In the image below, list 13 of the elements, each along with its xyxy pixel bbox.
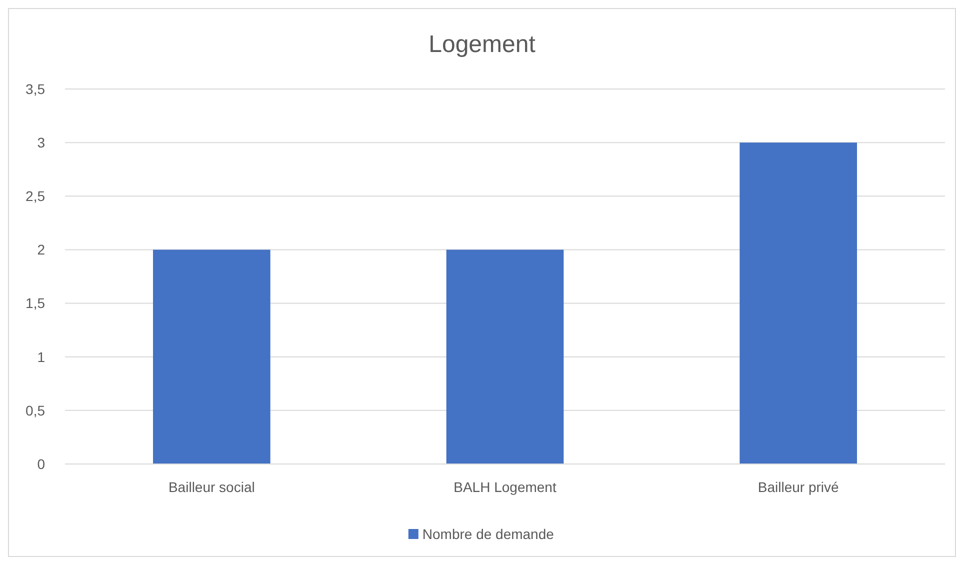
x-tick-label: BALH Logement — [454, 479, 556, 495]
y-tick-label: 3,5 — [26, 80, 46, 97]
y-tick-label: 2 — [37, 242, 46, 258]
x-tick-label: Bailleur privé — [758, 479, 839, 495]
chart-title: Logement — [428, 31, 536, 58]
y-tick-label: 0 — [37, 456, 46, 472]
x-tick-label: Bailleur social — [168, 479, 255, 495]
y-tick-label: 1 — [37, 348, 46, 365]
legend-label: Nombre de demande — [422, 526, 554, 542]
y-tick-label: 0,5 — [26, 402, 46, 418]
y-tick-label: 3 — [37, 134, 46, 150]
y-tick-label: 2,5 — [26, 188, 46, 204]
y-tick-label: 1,5 — [26, 295, 46, 312]
